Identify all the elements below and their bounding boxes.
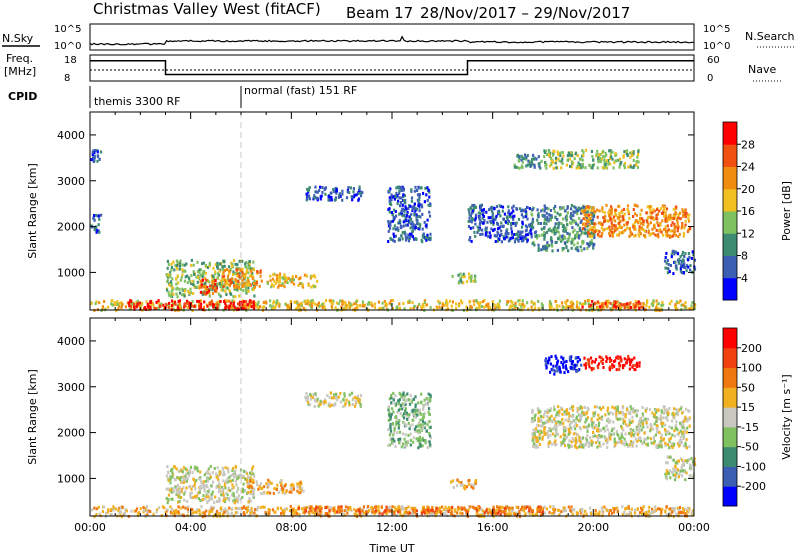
power-y-tick-label: 4000 [57, 129, 85, 142]
velocity-colorbar-tick: 15 [741, 401, 755, 414]
power-region-4 [198, 278, 218, 296]
power-colorbar-tick: 20 [741, 183, 755, 196]
velocity-colorbar-tick: -200 [741, 480, 766, 493]
power-region-6 [266, 272, 319, 289]
velocity-region-7 [544, 354, 583, 376]
velocity-region-1 [291, 505, 544, 516]
power-y-tick-label: 1000 [57, 266, 85, 279]
power-region-10 [467, 203, 533, 244]
power-y-tick-label: 3000 [57, 175, 85, 188]
freq-trace [90, 59, 694, 76]
noise-left-tick-bottom: 10^0 [54, 41, 81, 52]
velocity-colorbar-tick: -15 [741, 421, 759, 434]
power-region-5 [221, 268, 263, 289]
power-region-17 [90, 213, 103, 234]
velocity-y-tick-label: 1000 [57, 472, 85, 485]
x-tick-label: 00:00 [74, 521, 106, 534]
velocity-y-tick-label: 3000 [57, 381, 85, 394]
x-tick-label: 20:00 [577, 521, 609, 534]
power-region-16 [90, 148, 103, 163]
power-region-3 [165, 258, 256, 299]
velocity-colorbar-tick: -50 [741, 441, 759, 454]
power-region-9 [387, 185, 432, 244]
velocity-region-8 [583, 355, 641, 372]
nave-label: Nave [748, 63, 776, 76]
velocity-region-2 [165, 465, 256, 505]
velocity-colorbar-tick: -100 [741, 460, 766, 473]
cpid-mode-2: normal (fast) 151 RF [244, 84, 357, 97]
noise-search-label: N.Search [745, 30, 795, 43]
cpid-label: CPID [8, 90, 37, 103]
power-colorbar-tick: 24 [741, 161, 755, 174]
power-region-7 [451, 272, 477, 285]
noise-right-tick-top: 10^5 [703, 24, 730, 35]
power-panel: 1000 2000 3000 4000 Slant Range [km] 28 24 20 16… [26, 111, 793, 313]
beam-label: Beam 17 [346, 4, 413, 22]
velocity-panel: 1000 2000 3000 4000 00:00 04:00 08:00 12:00 16:0… [26, 317, 793, 534]
power-scatter-cells [90, 148, 697, 313]
cpid-panel: CPID themis 3300 RF normal (fast) 151 RF [8, 84, 357, 108]
freq-label: Freq. [6, 52, 33, 65]
velocity-region-4 [449, 478, 478, 491]
velocity-colorbar-tick: 100 [741, 362, 762, 375]
power-colorbar-label: Power [dB] [780, 181, 793, 241]
noise-panel: N.Sky 10^5 10^0 10^5 10^0 N.Search [2, 23, 795, 52]
power-region-8 [305, 185, 364, 202]
noise-sky-label: N.Sky [2, 32, 34, 45]
x-axis-label: Time UT [368, 542, 414, 554]
power-y-axis-label: Slant Range [km] [26, 163, 39, 259]
power-colorbar-tick: 28 [741, 138, 755, 151]
freq-left-tick-top: 18 [64, 55, 77, 66]
velocity-region-10 [664, 455, 697, 482]
velocity-region-3 [247, 478, 305, 495]
x-tick-label: 08:00 [275, 521, 307, 534]
freq-unit-label: [MHz] [4, 65, 36, 78]
velocity-colorbar-tick: 50 [741, 381, 755, 394]
freq-left-tick-bottom: 8 [64, 73, 70, 84]
freq-panel: Freq. [MHz] 18 8 60 0 Nave [4, 52, 783, 84]
power-region-15 [663, 249, 697, 276]
power-region-12 [543, 148, 640, 170]
power-y-tick-label: 2000 [57, 221, 85, 234]
noise-right-tick-bottom: 10^0 [703, 41, 730, 52]
power-region-2 [581, 300, 645, 310]
noise-sky-trace [89, 35, 694, 46]
x-tick-label: 00:00 [678, 521, 710, 534]
velocity-colorbar-label: Velocity [m s⁻¹] [780, 374, 793, 459]
power-colorbar-tick: 4 [741, 272, 748, 285]
velocity-scatter-cells [91, 354, 697, 519]
date-range: 28/Nov/2017 – 29/Nov/2017 [420, 4, 630, 22]
velocity-colorbar-tick: 200 [741, 342, 762, 355]
velocity-region-6 [387, 391, 432, 450]
power-region-11 [513, 153, 543, 170]
power-colorbar-tick: 12 [741, 227, 755, 240]
x-tick-label: 12:00 [376, 521, 408, 534]
power-region-14 [581, 203, 692, 239]
velocity-y-tick-label: 2000 [57, 427, 85, 440]
noise-left-tick-top: 10^5 [54, 24, 81, 35]
freq-right-tick-bottom: 0 [707, 73, 713, 84]
power-colorbar-tick: 8 [741, 250, 748, 263]
velocity-y-axis-label: Slant Range [km] [26, 369, 39, 465]
velocity-y-tick-label: 4000 [57, 335, 85, 348]
velocity-region-9 [530, 405, 691, 450]
power-colorbar: 28 24 20 16 12 8 4 Power [dB] [722, 121, 793, 301]
freq-right-tick-top: 60 [707, 55, 720, 66]
velocity-colorbar: 200 100 50 15 -15 -50 -100 -200 Velocity [m s⁻¹] [722, 327, 793, 507]
cpid-mode-1: themis 3300 RF [94, 95, 181, 108]
velocity-region-5 [304, 391, 363, 409]
power-colorbar-tick: 16 [741, 205, 755, 218]
x-tick-label: 16:00 [477, 521, 509, 534]
x-tick-label: 04:00 [175, 521, 207, 534]
station-title: Christmas Valley West (fitACF) [93, 0, 321, 18]
